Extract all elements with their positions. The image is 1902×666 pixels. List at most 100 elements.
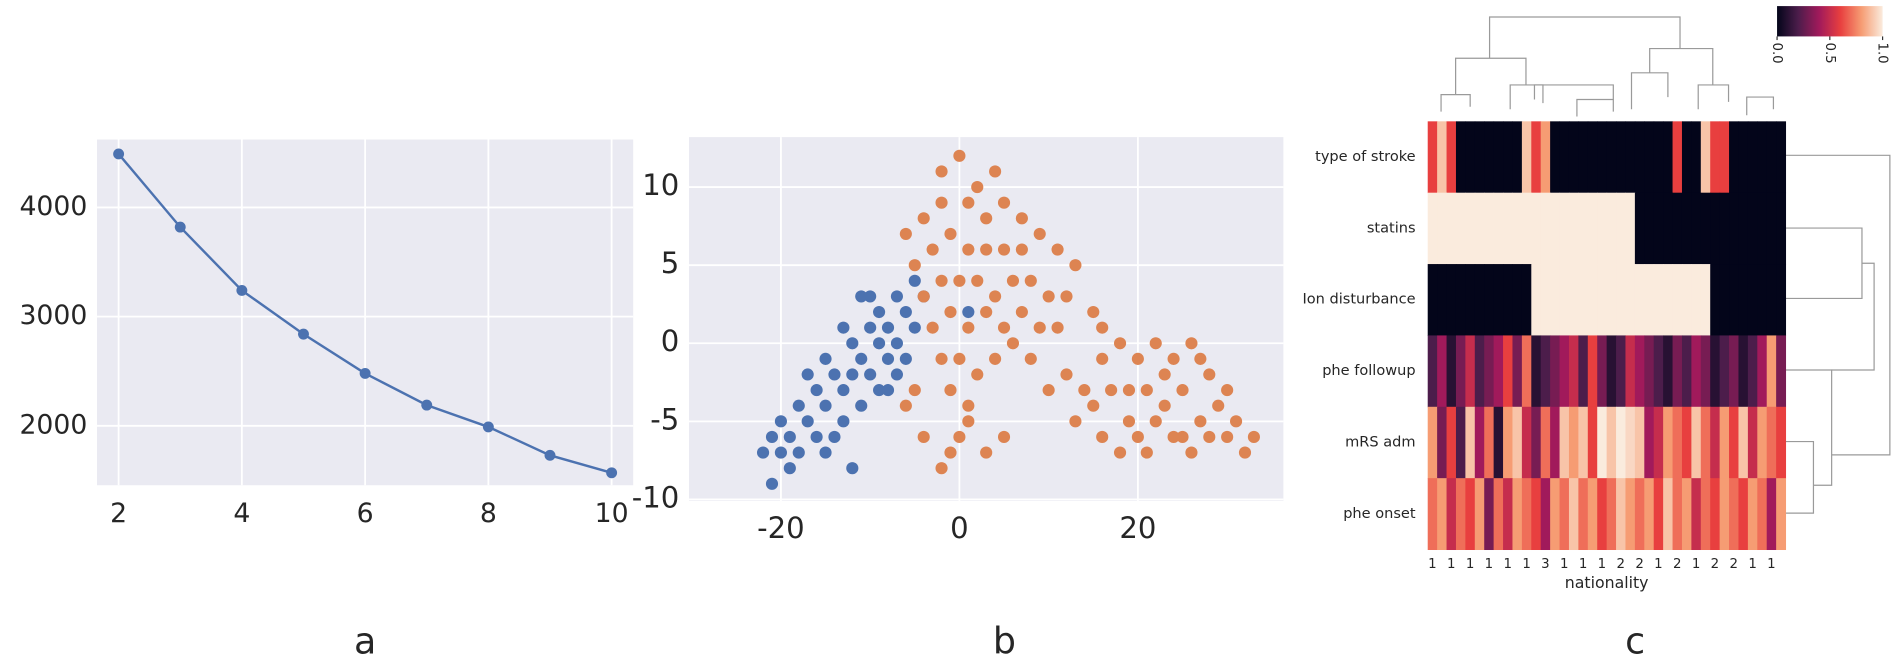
point: [1096, 430, 1109, 444]
point: [792, 446, 805, 459]
point: [1238, 446, 1252, 459]
point: [837, 384, 850, 397]
point: [1113, 446, 1127, 459]
dendro-branch: [1509, 84, 1544, 110]
x-tick-label: 1: [1466, 557, 1474, 572]
point: [1051, 243, 1064, 256]
point: [989, 165, 1002, 178]
heatmap-cell: [1427, 335, 1438, 408]
dendro-branch: [1455, 57, 1527, 95]
dendro-branch: [1649, 47, 1714, 85]
dendrogram-right: [1785, 154, 1891, 514]
point: [1140, 384, 1153, 397]
heatmap-cell: [1484, 406, 1495, 479]
heatmap-cell: [1776, 192, 1787, 265]
heatmap-cell: [1653, 121, 1664, 194]
point: [482, 421, 494, 433]
point: [917, 430, 930, 444]
heatmap-cell: [1606, 406, 1617, 479]
heatmap-cell: [1484, 264, 1495, 336]
heatmap-cell: [1757, 335, 1768, 408]
heatmap-cell: [1747, 335, 1758, 408]
heatmap-cell: [1512, 121, 1523, 194]
point: [953, 149, 966, 162]
heatmap-cell: [1747, 192, 1758, 265]
point: [765, 477, 779, 490]
heatmap-cell: [1521, 121, 1532, 194]
point: [1078, 384, 1091, 397]
point: [962, 196, 975, 209]
heatmap-cell: [1578, 192, 1589, 265]
heatmap-cell: [1531, 478, 1542, 551]
y-tick-label: -10: [632, 480, 680, 514]
heatmap-cell: [1719, 121, 1730, 194]
heatmap-cell: [1578, 406, 1589, 479]
colorbar: [1777, 6, 1883, 37]
plot-background: [688, 137, 1284, 502]
heatmap-cell: [1644, 406, 1655, 479]
heatmap-cell: [1719, 264, 1730, 336]
point: [873, 337, 886, 350]
heatmap-cell: [1474, 264, 1485, 336]
heatmap-cell: [1437, 406, 1448, 479]
point: [1158, 399, 1171, 412]
point: [935, 165, 948, 178]
x-tick-label: 1: [1428, 557, 1436, 572]
colorbar-tick-label: 0.0: [1769, 42, 1784, 63]
heatmap-cell: [1540, 192, 1551, 265]
heatmap-cell: [1484, 478, 1495, 551]
heatmap-cell: [1681, 192, 1692, 265]
point: [917, 212, 930, 225]
heatmap-cell: [1587, 192, 1598, 265]
heatmap-cell: [1578, 335, 1589, 408]
y-tick-label: 5: [661, 246, 680, 280]
point: [828, 430, 841, 444]
heatmap-cell: [1776, 335, 1787, 408]
point: [899, 399, 912, 412]
point: [908, 384, 921, 397]
x-tick-label: 1: [1504, 557, 1512, 572]
point: [1015, 212, 1028, 225]
x-tick-label: 1: [1447, 557, 1455, 572]
x-tick-label: 2: [1635, 557, 1643, 572]
y-tick-label: 4000: [19, 191, 87, 222]
heatmap-cell: [1747, 478, 1758, 551]
heatmap-cell: [1578, 264, 1589, 336]
heatmap-cell: [1512, 406, 1523, 479]
point: [1247, 430, 1260, 444]
heatmap-cell: [1672, 264, 1683, 336]
y-tick-label: 3000: [19, 300, 87, 331]
heatmap-cell: [1700, 121, 1711, 194]
heatmap-cell: [1568, 478, 1579, 551]
heatmap-cell: [1465, 406, 1476, 479]
heatmap-cell: [1474, 121, 1485, 194]
point: [810, 430, 823, 444]
heatmap-cell: [1710, 121, 1721, 194]
panel-label: a: [354, 619, 376, 662]
point: [1006, 274, 1020, 287]
heatmap-cell: [1474, 192, 1485, 265]
heatmap-cell: [1719, 335, 1730, 408]
point: [1069, 415, 1082, 428]
heatmap-cell: [1663, 478, 1674, 551]
colorbar-tick-label: 1.0: [1875, 42, 1890, 63]
heatmap-cell: [1672, 121, 1683, 194]
point: [980, 446, 993, 459]
heatmap-cell: [1625, 478, 1636, 551]
heatmap-cell: [1559, 264, 1570, 336]
heatmap-cell: [1597, 121, 1608, 194]
heatmap-cell: [1757, 478, 1768, 551]
point: [783, 462, 796, 475]
point: [810, 384, 823, 397]
point: [890, 368, 903, 381]
heatmap-cell: [1766, 121, 1777, 194]
point: [298, 328, 309, 340]
point: [792, 399, 805, 412]
row-label: phe onset: [1343, 505, 1416, 522]
heatmap-cell: [1559, 192, 1570, 265]
heatmap-cell: [1672, 478, 1683, 551]
heatmap-cell: [1493, 478, 1504, 551]
point: [873, 384, 886, 397]
heatmap-cell: [1616, 192, 1626, 265]
heatmap-cell: [1484, 192, 1495, 265]
